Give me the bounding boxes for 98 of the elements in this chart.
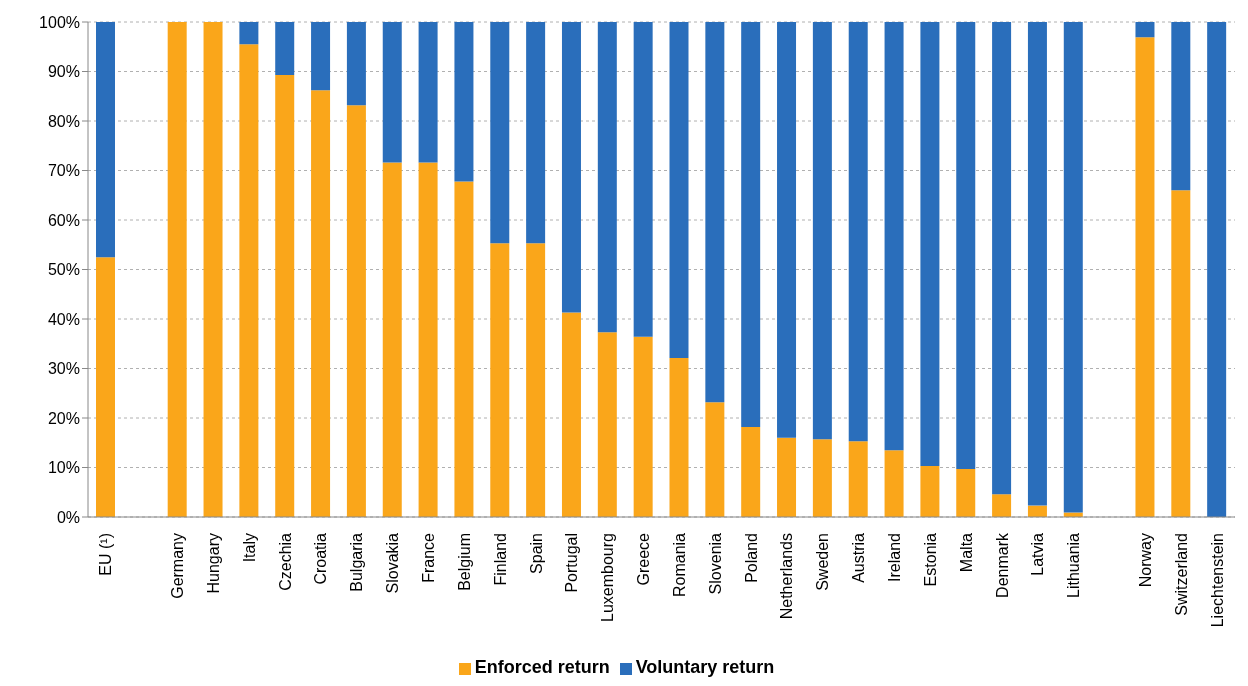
- bar: [311, 90, 331, 517]
- bar: [884, 22, 904, 451]
- x-tick-label: Bulgaria: [348, 532, 366, 592]
- bar: [884, 450, 904, 517]
- bar: [777, 22, 797, 438]
- x-tick-label: Romania: [670, 532, 688, 598]
- bar: [992, 22, 1012, 495]
- bar: [633, 336, 653, 517]
- x-tick-label: Netherlands: [778, 533, 796, 620]
- y-tick-label: 30%: [47, 360, 80, 378]
- bar: [669, 358, 689, 517]
- x-tick-label: Hungary: [204, 533, 222, 594]
- y-tick-label: 20%: [47, 409, 80, 427]
- bar: [526, 22, 546, 244]
- bar: [1171, 22, 1191, 191]
- x-tick-label: Poland: [742, 533, 760, 583]
- bar: [275, 74, 295, 517]
- bar: [992, 494, 1012, 517]
- x-tick-label: Czechia: [276, 532, 294, 591]
- legend-label: Voluntary return: [635, 657, 775, 677]
- bar: [705, 22, 725, 403]
- bar: [848, 441, 868, 517]
- bar: [490, 243, 510, 517]
- x-tick-label: Estonia: [921, 532, 939, 587]
- bar: [203, 22, 223, 517]
- x-tick-label: Malta: [957, 532, 975, 573]
- bar: [167, 22, 187, 517]
- bar: [920, 466, 940, 517]
- x-tick-label: Lithuania: [1065, 532, 1083, 598]
- bar: [741, 22, 761, 427]
- bar: [633, 22, 653, 337]
- bar: [1135, 22, 1155, 38]
- x-tick-label: Portugal: [563, 533, 581, 593]
- bar: [239, 22, 259, 45]
- bar: [561, 312, 581, 517]
- bar: [741, 426, 761, 517]
- x-tick-label: Latvia: [1029, 532, 1047, 576]
- y-tick-label: 40%: [47, 310, 80, 328]
- x-tick-label: Croatia: [312, 532, 330, 585]
- bar: [96, 257, 115, 517]
- y-tick-label: 100%: [39, 13, 80, 31]
- x-tick-label: Luxembourg: [599, 533, 617, 622]
- bar: [275, 22, 295, 75]
- x-tick-label: Belgium: [455, 533, 473, 591]
- bar: [239, 44, 259, 517]
- x-tick-label: Germany: [169, 533, 187, 599]
- bar: [1171, 190, 1191, 517]
- bar: [1135, 37, 1155, 517]
- bar: [346, 105, 366, 517]
- x-tick-label: France: [420, 532, 438, 583]
- bar: [597, 332, 617, 517]
- bar: [1063, 22, 1083, 513]
- bar: [526, 243, 546, 517]
- x-tick-label: EU (¹): [97, 533, 115, 576]
- y-tick-label: 0%: [56, 508, 80, 526]
- x-tick-label: Ireland: [885, 533, 903, 582]
- bar: [418, 22, 438, 163]
- x-tick-label: Sweden: [814, 533, 832, 591]
- bar: [848, 22, 868, 442]
- bar: [382, 162, 402, 517]
- bar: [454, 181, 474, 517]
- x-tick-label: Finland: [491, 533, 509, 586]
- x-tick-label: Denmark: [993, 532, 1011, 598]
- x-tick-label: Slovenia: [706, 532, 724, 595]
- bar: [1207, 22, 1227, 517]
- bar: [956, 22, 976, 469]
- bar: [454, 22, 474, 182]
- y-tick-label: 60%: [47, 211, 80, 229]
- legend-label: Enforced return: [474, 657, 610, 677]
- bar: [669, 22, 689, 359]
- x-tick-label: Spain: [527, 533, 545, 574]
- bar: [382, 22, 402, 163]
- bar: [812, 22, 832, 440]
- bar: [490, 22, 510, 244]
- x-tick-label: Slovakia: [384, 532, 402, 594]
- y-tick-label: 80%: [47, 112, 80, 130]
- bar: [561, 22, 581, 313]
- bar: [956, 468, 976, 517]
- y-tick-label: 10%: [47, 459, 80, 477]
- bar: [418, 162, 438, 517]
- bar: [346, 22, 366, 106]
- bar: [777, 437, 797, 517]
- y-tick-label: 90%: [47, 63, 80, 81]
- bar: [311, 22, 331, 91]
- bar: [705, 402, 725, 517]
- x-tick-label: Italy: [240, 533, 258, 563]
- bar: [96, 22, 115, 258]
- bar: [920, 22, 940, 467]
- x-tick-label: Greece: [635, 532, 653, 586]
- x-tick-label: Switzerland: [1172, 533, 1190, 616]
- bar: [1027, 22, 1047, 506]
- bar: [597, 22, 617, 333]
- x-tick-label: Norway: [1136, 533, 1154, 588]
- bar: [812, 439, 832, 517]
- x-tick-label: Liechtenstein: [1208, 533, 1226, 628]
- y-tick-label: 50%: [47, 261, 80, 279]
- x-tick-label: Austria: [850, 532, 868, 583]
- y-tick-label: 70%: [47, 162, 80, 180]
